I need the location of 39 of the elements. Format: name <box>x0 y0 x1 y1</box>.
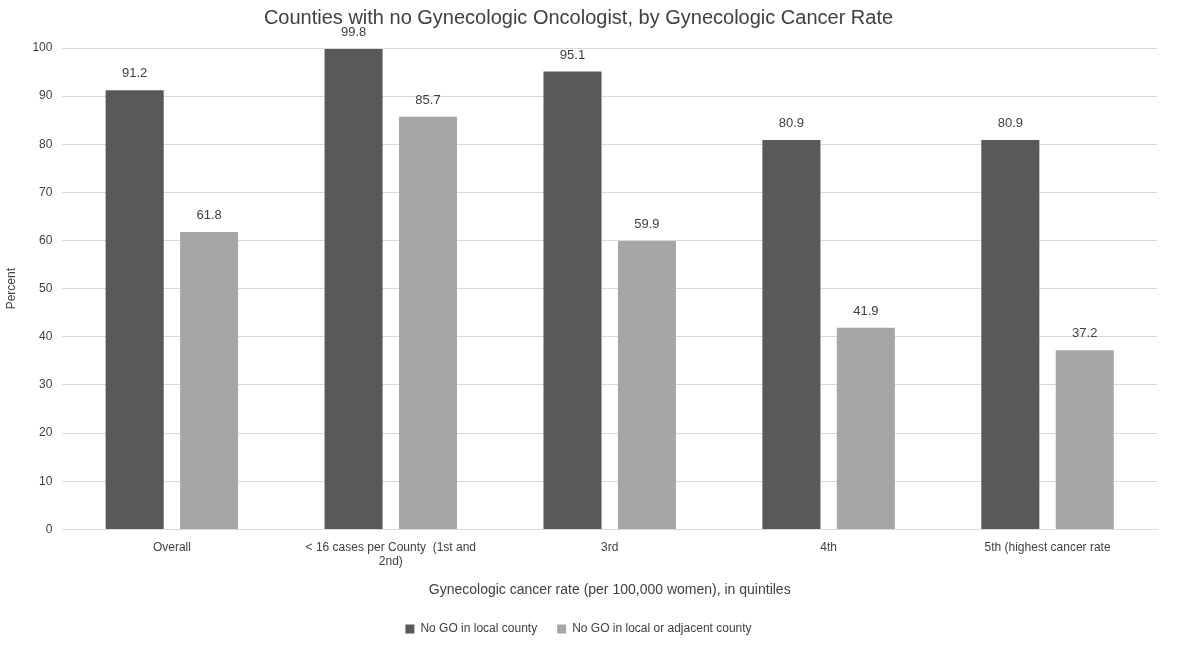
bar <box>543 71 602 529</box>
legend-label: No GO in local or adjacent county <box>572 621 752 636</box>
y-axis-title: Percent <box>3 267 18 310</box>
y-tick-label: 100 <box>32 40 53 55</box>
x-axis-title: Gynecologic cancer rate (per 100,000 women), in quintiles <box>428 581 791 598</box>
x-tick-label: 3rd <box>601 539 619 554</box>
data-label: 59.9 <box>634 216 660 232</box>
y-tick-label: 10 <box>39 473 53 488</box>
x-tick-label: < 16 cases per County (1st and 2nd) <box>305 539 477 569</box>
y-tick-label: 70 <box>39 184 53 199</box>
bar <box>762 139 821 529</box>
data-label: 37.2 <box>1072 325 1098 341</box>
bar <box>836 327 895 529</box>
y-tick-label: 20 <box>39 425 53 440</box>
bar <box>105 90 164 529</box>
data-label: 95.1 <box>559 46 586 62</box>
y-tick-label: 50 <box>39 281 53 296</box>
x-tick-label: 5th (highest cancer rate <box>984 539 1111 554</box>
bar <box>324 48 383 529</box>
y-tick-label: 90 <box>39 88 53 103</box>
y-tick-label: 40 <box>39 329 53 344</box>
bar <box>180 231 239 529</box>
y-tick-label: 0 <box>45 521 53 536</box>
data-label: 85.7 <box>415 91 441 107</box>
data-label: 91.2 <box>122 65 148 81</box>
bar <box>617 241 676 529</box>
bar <box>398 116 458 529</box>
x-tick-label: 4th <box>820 539 837 554</box>
x-tick-label: Overall <box>152 539 191 554</box>
data-label: 41.9 <box>853 302 879 318</box>
y-tick-label: 30 <box>39 377 53 392</box>
y-tick-label: 80 <box>39 136 53 151</box>
data-label: 80.9 <box>997 115 1023 131</box>
data-label: 80.9 <box>778 115 805 131</box>
y-tick-label: 60 <box>39 232 53 247</box>
data-label: 61.8 <box>196 206 222 222</box>
bar <box>1055 350 1114 529</box>
legend-label: No GO in local county <box>420 621 538 636</box>
bar <box>981 139 1040 529</box>
